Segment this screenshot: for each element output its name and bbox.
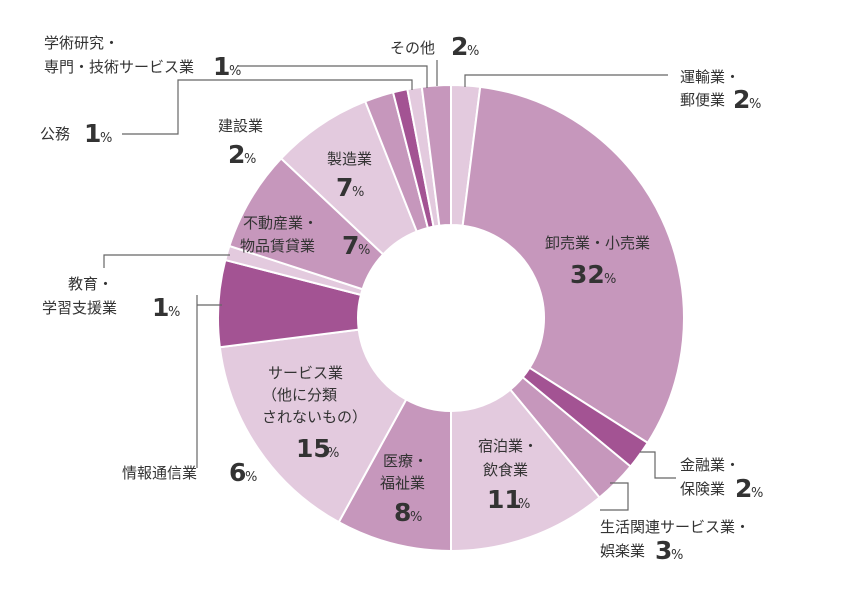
label-realestate-value: 7 <box>342 231 359 260</box>
label-education-value: 1 <box>152 293 169 322</box>
leader-line-transport <box>464 74 668 87</box>
label-finance-line2: 保険業 <box>680 480 725 498</box>
label-transport-unit: % <box>749 97 761 112</box>
label-construction-line1: 建設業 <box>218 117 263 135</box>
label-education-line1: 教育・ <box>68 275 113 293</box>
donut-slices <box>217 83 685 553</box>
label-other-unit: % <box>467 44 479 59</box>
label-transport-value: 2 <box>733 85 750 114</box>
label-public-value: 1 <box>84 119 101 148</box>
label-service-value: 15 <box>296 434 331 463</box>
label-academic-value: 1 <box>213 52 230 81</box>
label-finance-unit: % <box>751 486 763 501</box>
label-medical-unit: % <box>410 510 422 525</box>
label-realestate-line2: 物品賃貸業 <box>240 237 315 255</box>
label-education-unit: % <box>168 305 180 320</box>
label-service-unit: % <box>327 446 339 461</box>
label-living-line2: 娯楽業 <box>600 542 645 560</box>
label-hotel-line1: 宿泊業・ <box>478 437 538 455</box>
slice-labels: 運輸業・ 郵便業 2 % 卸売業・小売業 32 % 金融業・ 保険業 2 % 生… <box>40 32 763 565</box>
donut-slice-4 <box>450 388 601 553</box>
leader-lines <box>103 60 676 511</box>
label-academic-unit: % <box>229 64 241 79</box>
label-transport-line2: 郵便業 <box>680 91 725 109</box>
label-retail-unit: % <box>604 272 616 287</box>
label-retail-line1: 卸売業・小売業 <box>545 234 650 252</box>
label-manufacturing-value: 7 <box>336 173 353 202</box>
label-academic-line1: 学術研究・ <box>44 34 119 52</box>
label-medical-line1: 医療・ <box>383 452 428 470</box>
label-living-line1: 生活関連サービス業・ <box>600 518 750 536</box>
label-realestate-unit: % <box>358 243 370 258</box>
label-service-line2: （他に分類 <box>262 386 337 404</box>
leader-line-public <box>122 79 413 135</box>
label-public-line1: 公務 <box>40 125 70 143</box>
label-it-value: 6 <box>229 458 246 487</box>
label-living-unit: % <box>671 548 683 563</box>
label-hotel-unit: % <box>518 497 530 512</box>
label-other-line1: その他 <box>390 39 435 57</box>
donut-slice-1 <box>461 85 685 445</box>
label-other-value: 2 <box>451 32 468 61</box>
label-education-line2: 学習支援業 <box>42 299 117 317</box>
label-manufacturing-unit: % <box>352 185 364 200</box>
leader-line-living <box>600 482 629 511</box>
label-service-line1: サービス業 <box>268 364 343 382</box>
label-medical-value: 8 <box>394 498 411 527</box>
donut-slice-14 <box>420 83 452 227</box>
label-construction-value: 2 <box>228 140 245 169</box>
label-it-line1: 情報通信業 <box>122 464 197 482</box>
leader-line-academic <box>238 65 428 88</box>
label-hotel-value: 11 <box>487 485 522 514</box>
label-public-unit: % <box>100 131 112 146</box>
leader-line-finance <box>640 451 676 479</box>
label-finance-line1: 金融業・ <box>680 456 740 474</box>
donut-slice-6 <box>218 328 408 524</box>
label-academic-line2: 専門・技術サービス業 <box>44 58 194 76</box>
label-realestate-line1: 不動産業・ <box>243 214 318 232</box>
label-manufacturing-line1: 製造業 <box>327 150 372 168</box>
label-transport-line1: 運輸業・ <box>680 68 740 86</box>
label-hotel-line2: 飲食業 <box>483 461 528 479</box>
label-finance-value: 2 <box>735 474 752 503</box>
label-medical-line2: 福祉業 <box>380 474 425 492</box>
leader-line-education <box>103 254 230 268</box>
label-retail-value: 32 <box>570 260 605 289</box>
label-service-line3: されないもの） <box>262 408 367 426</box>
label-it-unit: % <box>245 470 257 485</box>
label-living-value: 3 <box>655 536 672 565</box>
label-construction-unit: % <box>244 152 256 167</box>
